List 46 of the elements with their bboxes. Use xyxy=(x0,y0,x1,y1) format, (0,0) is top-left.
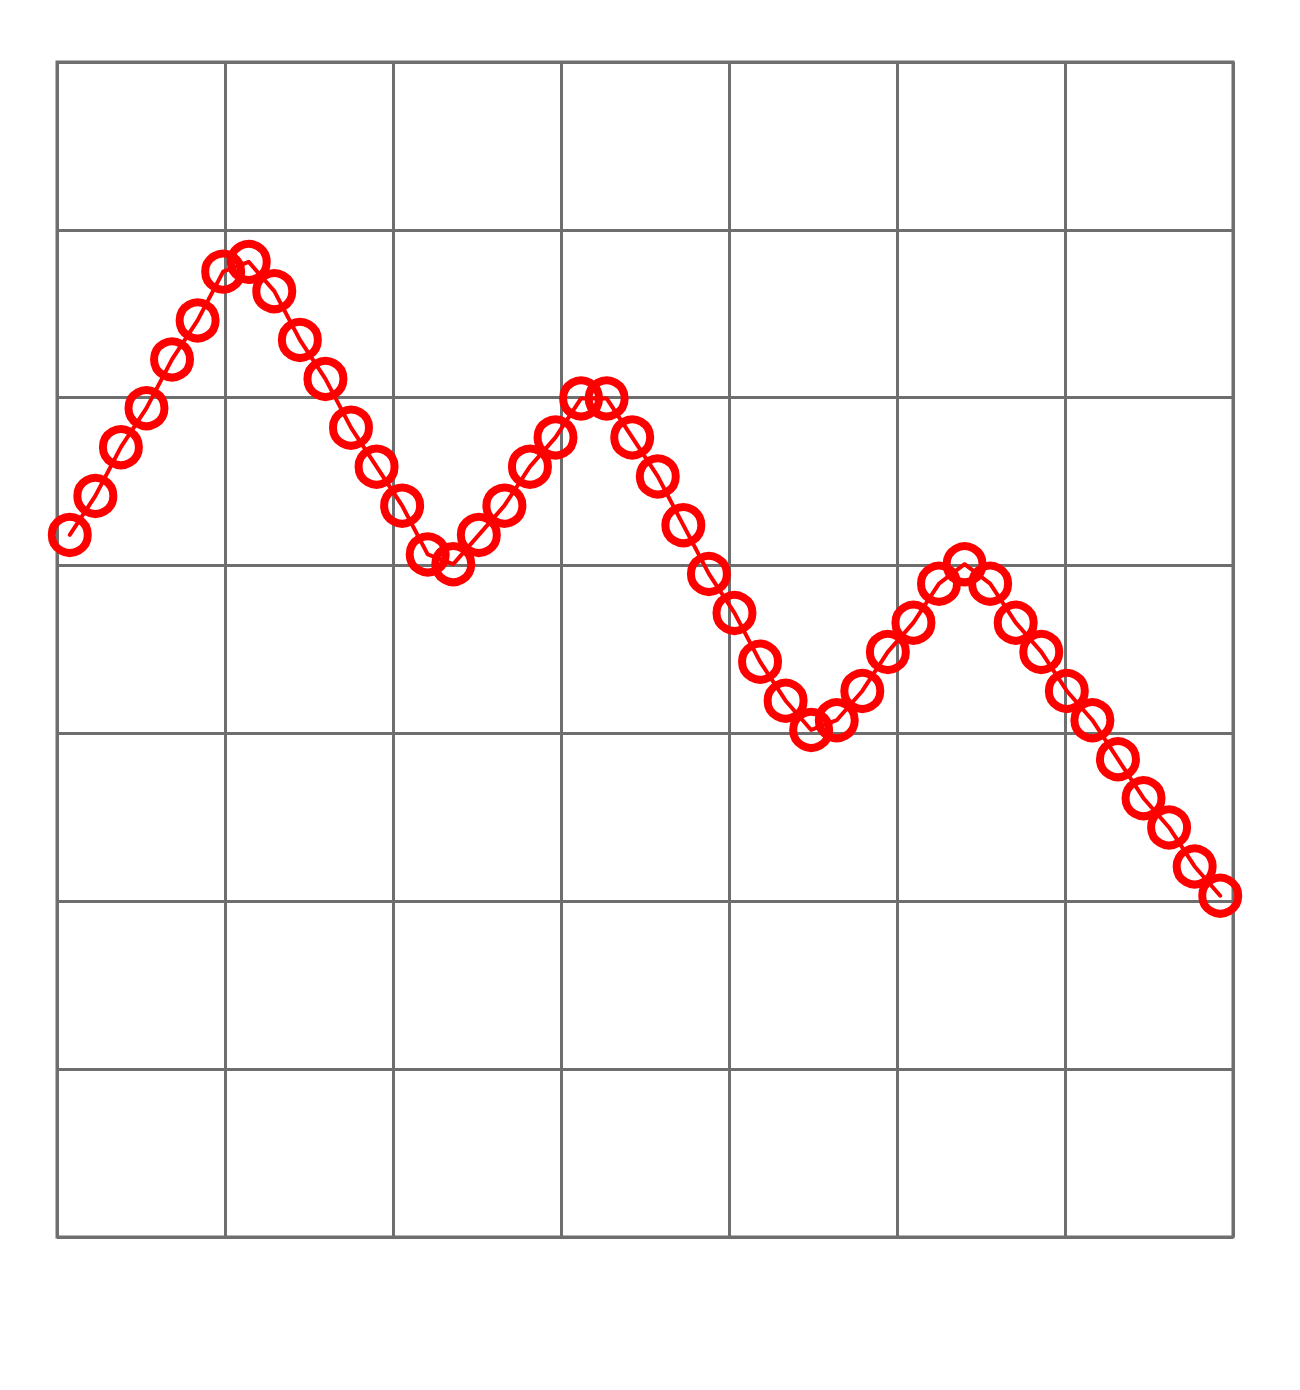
point xyxy=(456,512,501,557)
point xyxy=(1095,737,1140,782)
point xyxy=(329,405,373,450)
point xyxy=(635,454,680,499)
point xyxy=(482,483,527,528)
point xyxy=(1172,844,1217,889)
point xyxy=(354,444,399,489)
point xyxy=(175,298,220,343)
point xyxy=(226,239,271,284)
point xyxy=(1147,805,1192,850)
point xyxy=(431,542,476,587)
point xyxy=(277,317,322,362)
point xyxy=(610,415,655,460)
point xyxy=(584,376,629,421)
point xyxy=(380,483,425,528)
point xyxy=(124,386,169,431)
point xyxy=(1121,776,1166,821)
point xyxy=(891,600,936,645)
point xyxy=(252,269,297,314)
point xyxy=(73,473,118,518)
point xyxy=(150,337,195,382)
point xyxy=(789,707,834,752)
point xyxy=(1198,873,1243,918)
point xyxy=(201,249,246,294)
point xyxy=(865,629,910,674)
point xyxy=(1019,629,1064,674)
point xyxy=(47,512,92,557)
point xyxy=(917,561,961,606)
point xyxy=(1044,668,1089,713)
point xyxy=(303,356,348,401)
point xyxy=(559,376,604,421)
point xyxy=(405,532,450,577)
point xyxy=(712,590,757,635)
point xyxy=(738,639,783,684)
point xyxy=(993,600,1038,645)
point xyxy=(942,542,987,587)
point xyxy=(533,415,578,460)
point xyxy=(686,551,731,596)
point xyxy=(98,425,143,470)
point xyxy=(968,561,1013,606)
point xyxy=(661,503,706,548)
point xyxy=(1070,698,1115,743)
point xyxy=(507,444,552,489)
point xyxy=(763,678,808,723)
point xyxy=(814,698,859,743)
point xyxy=(840,668,885,713)
